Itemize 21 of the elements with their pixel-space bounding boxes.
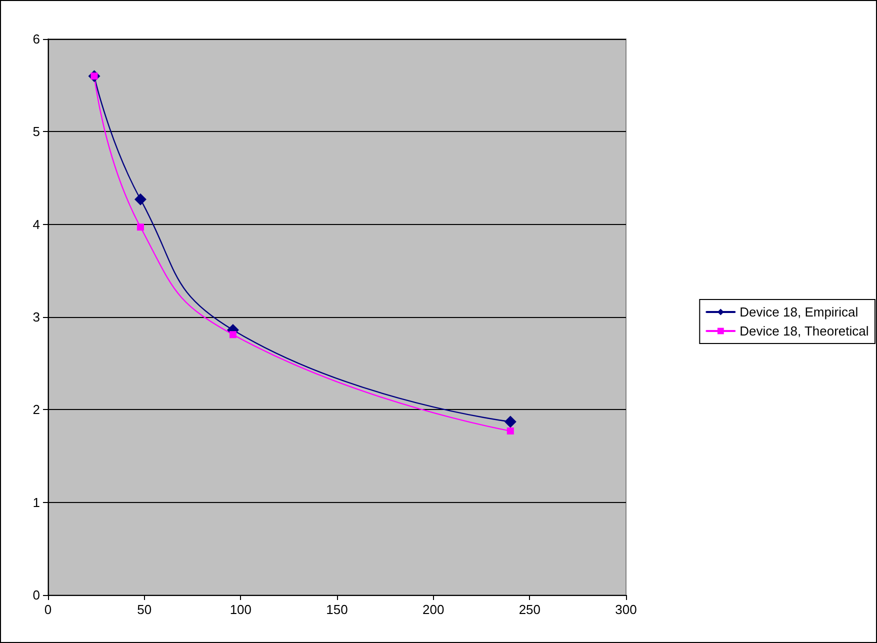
x-tick-label: 200 (422, 602, 444, 617)
y-tick-label: 2 (32, 402, 40, 418)
y-tick-label: 4 (32, 216, 40, 232)
y-tick-label: 3 (32, 310, 40, 324)
point (229, 331, 236, 338)
y-tick-label: 1 (32, 494, 40, 510)
legend-label: Device 18, Empirical (740, 304, 858, 320)
x-tick-label: 50 (137, 602, 152, 617)
y-tick-label: 0 (32, 588, 40, 602)
x-tick-label: 150 (326, 602, 348, 617)
point (136, 224, 144, 231)
y-tick-label: 5 (32, 124, 40, 140)
point (134, 193, 146, 206)
y-tick-label: 6 (32, 32, 40, 46)
point (504, 416, 516, 428)
x-tick-label: 250 (518, 602, 541, 617)
point (506, 427, 514, 434)
x-tick-label: 100 (230, 602, 252, 617)
x-tick-label: 300 (615, 602, 637, 617)
legend-label: Device 18, Theoretical (740, 324, 869, 338)
x-tick-label: 0 (44, 602, 52, 617)
